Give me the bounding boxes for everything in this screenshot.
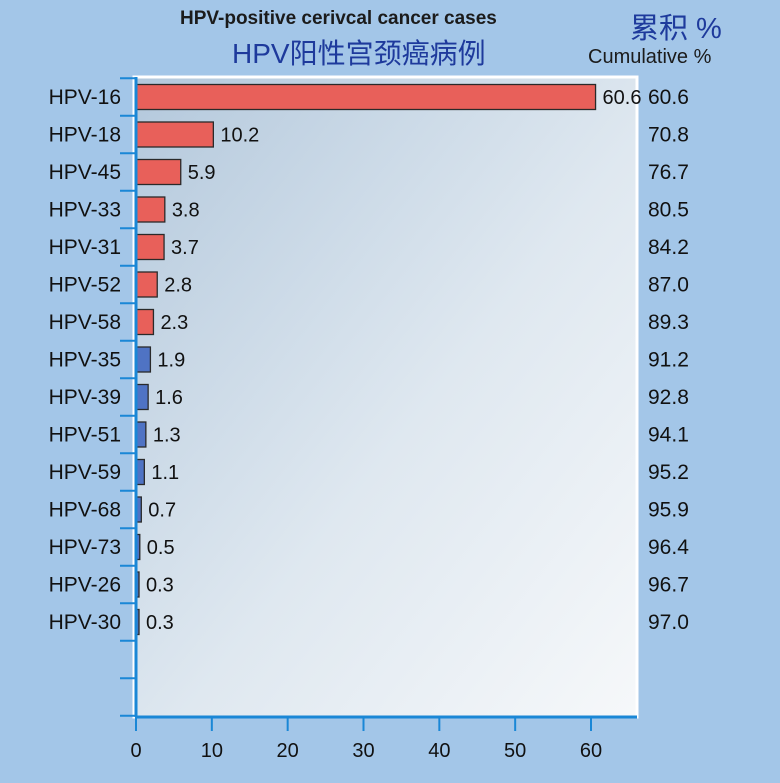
category-label: HPV-16: [49, 86, 121, 109]
bar-hpv-45: [135, 158, 182, 186]
value-label: 2.3: [160, 312, 188, 334]
cumulative-label: 94.1: [648, 424, 689, 447]
x-tick-label: 20: [277, 740, 299, 762]
value-label: 2.8: [164, 275, 192, 297]
value-label: 0.5: [147, 537, 175, 559]
cumulative-label: 92.8: [648, 386, 689, 409]
cumulative-label: 76.7: [648, 161, 689, 184]
category-label: HPV-73: [49, 536, 121, 559]
plot-area: [132, 75, 639, 719]
x-tick-label: 40: [428, 740, 450, 762]
value-label: 3.7: [171, 237, 199, 259]
cumulative-label: 80.5: [648, 199, 689, 222]
chart-title: HPV-positive cerivcal cancer cases: [180, 8, 497, 29]
bar-hpv-31: [135, 233, 165, 261]
category-label: HPV-59: [49, 461, 121, 484]
category-label: HPV-45: [49, 161, 121, 184]
value-label: 60.6: [603, 87, 642, 109]
cumulative-label: 95.2: [648, 461, 689, 484]
value-label: 1.6: [155, 387, 183, 409]
category-label: HPV-33: [49, 199, 121, 222]
category-label: HPV-68: [49, 499, 121, 522]
bar-hpv-16: [135, 83, 597, 111]
value-label: 1.3: [153, 425, 181, 447]
x-tick-label: 10: [201, 740, 223, 762]
bar-hpv-58: [135, 308, 155, 336]
category-label: HPV-52: [49, 274, 121, 297]
bar-hpv-52: [135, 271, 158, 298]
category-label: HPV-30: [49, 611, 121, 634]
cumulative-label: 70.8: [648, 124, 689, 147]
bar-hpv-35: [135, 346, 152, 373]
value-label: 0.3: [146, 575, 174, 597]
category-label: HPV-31: [49, 236, 121, 259]
x-tick-label: 0: [130, 740, 141, 762]
cumulative-header-zh: 累积 %: [630, 13, 722, 45]
category-label: HPV-39: [49, 386, 121, 409]
category-label: HPV-18: [49, 124, 121, 147]
cumulative-label: 84.2: [648, 236, 689, 259]
cumulative-label: 60.6: [648, 86, 689, 109]
cumulative-header-en: Cumulative %: [588, 46, 712, 68]
cumulative-label: 97.0: [648, 611, 689, 634]
value-label: 1.9: [157, 350, 185, 372]
value-label: 0.3: [146, 612, 174, 634]
bar-hpv-39: [135, 383, 149, 411]
cumulative-label: 89.3: [648, 311, 689, 334]
cumulative-label: 96.4: [648, 536, 689, 559]
value-label: 10.2: [220, 125, 259, 147]
chart-subtitle: HPV阳性宫颈癌病例: [232, 38, 486, 69]
value-label: 3.8: [172, 200, 200, 222]
bar-hpv-18: [135, 121, 214, 148]
x-tick-label: 50: [504, 740, 526, 762]
category-label: HPV-51: [49, 424, 121, 447]
cumulative-label: 87.0: [648, 274, 689, 297]
category-label: HPV-58: [49, 311, 121, 334]
value-label: 0.7: [148, 500, 176, 522]
value-label: 1.1: [151, 462, 179, 484]
category-label: HPV-35: [49, 349, 121, 372]
value-label: 5.9: [188, 162, 216, 184]
category-label: HPV-26: [49, 574, 121, 597]
x-tick-label: 60: [580, 740, 602, 762]
cumulative-label: 96.7: [648, 574, 689, 597]
bar-hpv-33: [135, 196, 166, 223]
cumulative-label: 91.2: [648, 349, 689, 372]
x-tick-label: 30: [352, 740, 374, 762]
cumulative-label: 95.9: [648, 499, 689, 522]
